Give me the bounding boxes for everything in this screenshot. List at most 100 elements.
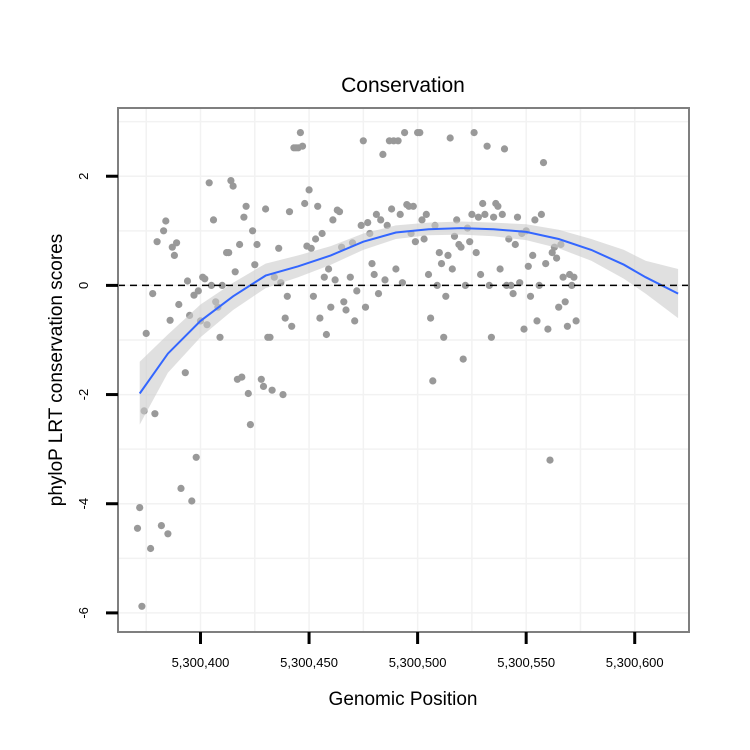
data-point [166, 316, 174, 324]
data-point [192, 453, 200, 461]
data-point [168, 243, 176, 251]
data-point [542, 260, 550, 268]
data-point [433, 281, 441, 289]
data-point [570, 273, 578, 281]
data-point [181, 369, 189, 377]
data-point [322, 330, 330, 339]
data-point [236, 240, 244, 249]
data-point [188, 497, 196, 505]
x-tick-label: 5,300,600 [606, 655, 664, 670]
data-point [240, 213, 248, 221]
x-tick-label: 5,300,400 [172, 655, 230, 670]
data-point [466, 238, 474, 246]
x-tick-label: 5,300,450 [280, 655, 338, 670]
data-point [370, 270, 378, 279]
data-point [331, 276, 339, 284]
data-point [153, 238, 161, 246]
data-point [472, 249, 480, 257]
data-point [301, 199, 309, 208]
data-point [201, 275, 209, 283]
data-point [544, 325, 552, 333]
y-tick-label: -6 [76, 607, 91, 619]
data-point [138, 602, 146, 610]
data-point [546, 456, 554, 464]
data-point [325, 265, 333, 273]
data-point [446, 134, 454, 142]
data-point [268, 386, 276, 394]
data-point [381, 276, 389, 284]
data-point [296, 129, 304, 137]
data-point [309, 292, 317, 300]
data-point [368, 260, 376, 268]
data-point [459, 355, 467, 363]
data-point [151, 410, 159, 418]
data-point [494, 202, 502, 210]
data-point [427, 314, 435, 322]
data-point [312, 235, 320, 243]
data-point [351, 317, 359, 325]
data-point [529, 251, 537, 259]
data-point [394, 137, 402, 145]
data-point [496, 265, 504, 273]
data-point [500, 145, 509, 153]
data-point [257, 375, 265, 383]
data-point [372, 210, 380, 218]
data-point [561, 298, 569, 306]
data-point [320, 273, 328, 281]
data-point [305, 186, 313, 194]
data-point [422, 210, 430, 218]
data-point [238, 373, 246, 381]
data-point [229, 182, 237, 190]
data-point [396, 210, 404, 218]
data-point [266, 333, 274, 341]
y-tick-label: -2 [76, 389, 91, 401]
data-point [516, 279, 524, 287]
data-point [448, 265, 456, 273]
data-point [136, 504, 144, 512]
data-point [477, 270, 485, 279]
data-point [162, 217, 170, 225]
data-point [307, 244, 315, 252]
data-point [533, 317, 541, 325]
data-point [357, 221, 365, 229]
data-point [353, 287, 361, 295]
data-point [242, 202, 250, 210]
data-point [225, 249, 233, 257]
x-axis-label: Genomic Position [329, 689, 478, 710]
data-point [483, 142, 491, 150]
data-point [416, 129, 424, 137]
data-point [359, 137, 367, 145]
y-axis-label: phyloP LRT conservation scores [46, 234, 67, 507]
data-point [440, 333, 448, 341]
data-point [251, 261, 259, 269]
data-point [401, 129, 409, 137]
data-point [275, 244, 283, 252]
data-point [457, 243, 465, 251]
data-point [216, 333, 224, 341]
data-point [424, 270, 433, 279]
data-point [288, 322, 296, 330]
data-point [364, 219, 372, 227]
data-point [498, 210, 506, 218]
data-point [377, 216, 385, 224]
data-point [361, 303, 370, 311]
data-point [411, 238, 419, 246]
x-tick-label: 5,300,500 [389, 655, 447, 670]
data-point [314, 202, 322, 210]
data-point [249, 227, 257, 235]
data-point [327, 303, 335, 311]
data-point [133, 524, 142, 532]
y-tick-label: -4 [76, 498, 91, 510]
data-point [346, 273, 354, 281]
data-point [259, 382, 268, 390]
data-point [164, 530, 172, 538]
data-point [553, 254, 561, 262]
data-point [398, 279, 406, 287]
data-point [253, 240, 261, 249]
plot-area: 5,300,400 5,300,450 5,300,500 5,300,550 5,30… [76, 107, 690, 670]
data-point [388, 205, 396, 213]
data-point [531, 216, 539, 224]
data-point [442, 292, 450, 300]
data-point [170, 251, 178, 259]
